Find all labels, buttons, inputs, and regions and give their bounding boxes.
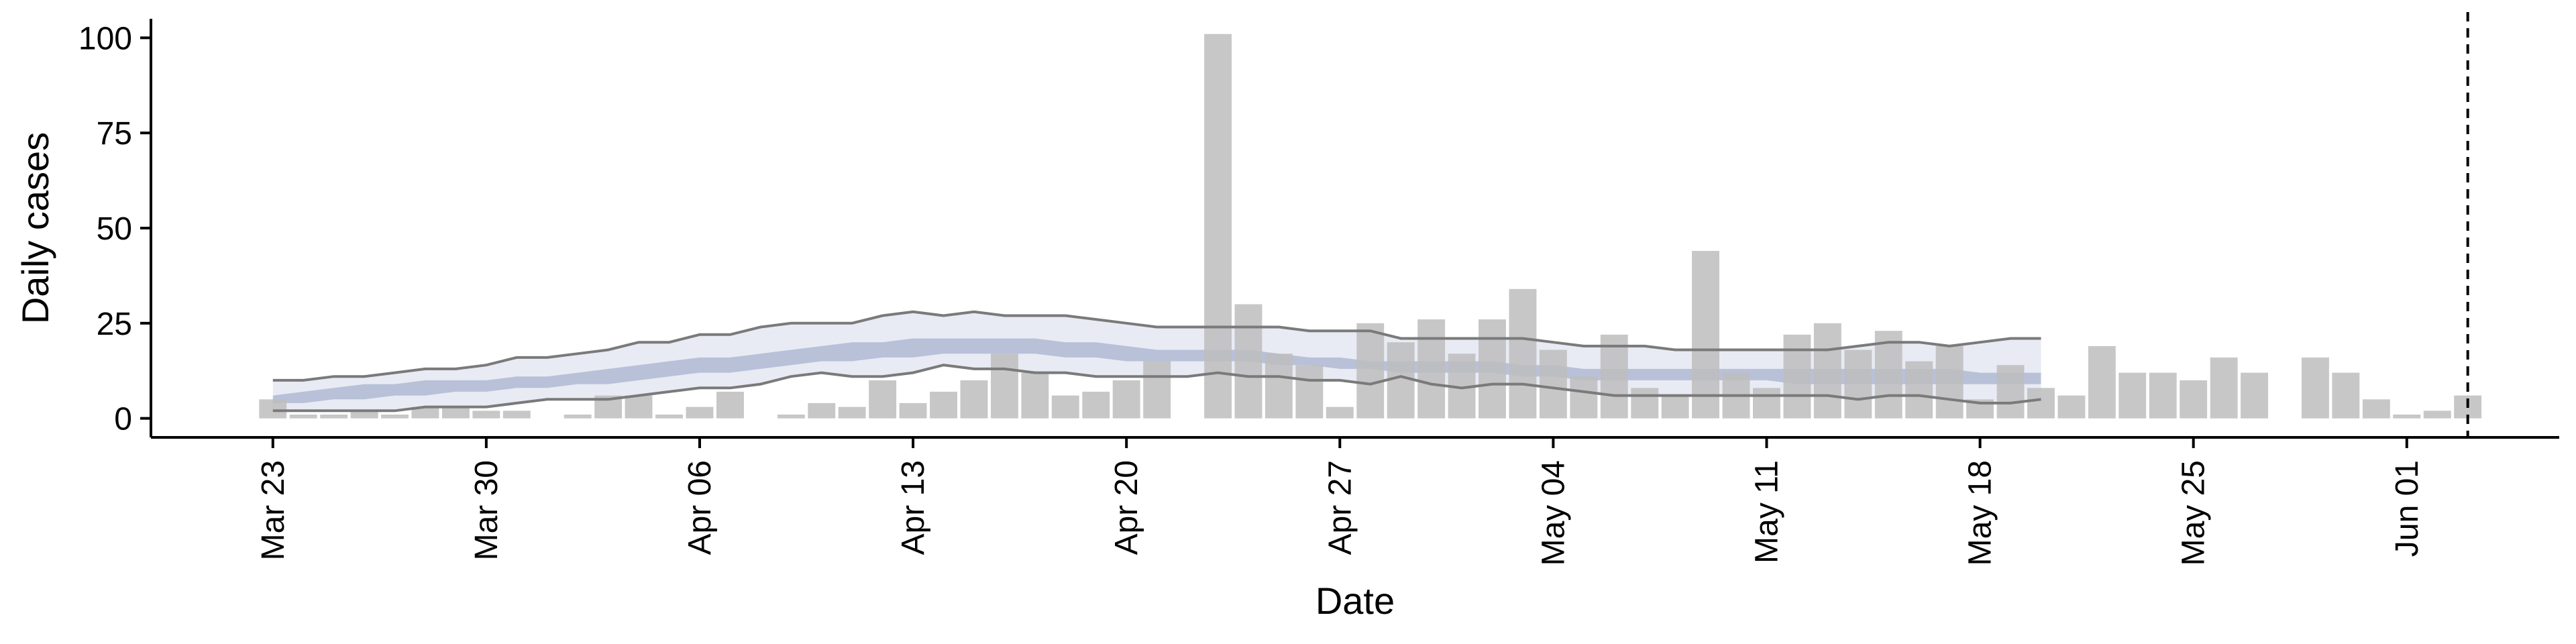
y-tick-label: 75 — [97, 116, 132, 152]
case-bar — [991, 354, 1018, 419]
case-bar — [1813, 323, 1841, 419]
case-bar — [1509, 288, 1537, 419]
case-bar — [2362, 399, 2390, 419]
y-tick-label: 25 — [97, 307, 132, 342]
estimate-band-inner — [272, 338, 2041, 403]
y-tick-label: 100 — [78, 21, 132, 56]
x-tick-label: Apr 27 — [1322, 460, 1358, 555]
case-bar — [2027, 388, 2055, 419]
case-bar — [960, 380, 988, 419]
case-bar — [381, 415, 409, 419]
case-bar — [2057, 395, 2086, 419]
case-bar — [1844, 350, 1872, 419]
x-tick-label: May 18 — [1963, 460, 1998, 566]
x-tick-label: Apr 06 — [682, 460, 718, 555]
x-tick-label: Mar 30 — [469, 460, 504, 560]
x-tick-label: Apr 20 — [1109, 460, 1144, 555]
case-bar — [1661, 395, 1689, 419]
case-bar — [289, 415, 317, 419]
case-bar — [259, 399, 287, 419]
y-tick-label: 50 — [97, 211, 132, 247]
case-bar — [655, 415, 683, 419]
case-bar — [2088, 345, 2116, 419]
case-bar — [1874, 331, 1902, 419]
case-bar — [472, 411, 500, 419]
x-tick-label: May 04 — [1536, 460, 1571, 566]
x-axis-ticks: Mar 23 Mar 30 Apr 06 Apr 13 Apr 20 Apr 27 May … — [256, 437, 2425, 566]
case-bar — [899, 402, 927, 419]
case-bar — [1996, 365, 2025, 419]
case-bar — [320, 415, 348, 419]
case-bar — [2180, 380, 2208, 419]
case-bar — [1692, 251, 1719, 419]
y-tick-label: 0 — [114, 402, 132, 437]
case-bar — [716, 391, 744, 419]
case-bar — [442, 407, 470, 419]
x-tick-label: Mar 23 — [256, 460, 291, 560]
x-tick-label: Jun 01 — [2390, 460, 2425, 557]
case-bar — [1539, 350, 1567, 419]
case-bar — [350, 411, 378, 419]
case-bar — [2423, 411, 2451, 419]
case-bar — [1753, 388, 1780, 419]
x-tick-label: May 25 — [2176, 460, 2212, 566]
case-bar — [1570, 376, 1598, 419]
x-tick-label: Apr 13 — [896, 460, 931, 555]
case-bar — [1417, 319, 1446, 419]
case-bar — [869, 380, 897, 419]
case-bar — [1479, 319, 1506, 419]
case-bar — [1112, 380, 1140, 419]
case-bar — [1143, 361, 1171, 419]
case-bar — [2393, 415, 2421, 419]
case-bar — [686, 407, 714, 419]
y-axis-title: Daily cases — [14, 132, 56, 324]
case-bar — [1935, 345, 1964, 419]
case-bar — [1326, 407, 1354, 419]
case-bar — [564, 415, 592, 419]
case-bar — [502, 411, 531, 419]
case-bar — [808, 402, 836, 419]
case-bar — [1234, 304, 1263, 419]
case-bar — [1387, 342, 1415, 419]
y-axis-ticks: 0 25 50 75 100 — [78, 21, 151, 437]
case-bar — [1783, 334, 1811, 419]
case-bar — [1204, 34, 1232, 419]
case-bar — [838, 407, 866, 419]
case-bar — [1082, 391, 1110, 419]
x-tick-label: May 11 — [1749, 460, 1784, 564]
case-bar — [411, 407, 439, 419]
case-bar — [1631, 388, 1659, 419]
case-bar — [625, 395, 653, 419]
case-bar — [2302, 357, 2329, 419]
case-bar — [2332, 372, 2360, 419]
case-bar — [1295, 365, 1324, 419]
case-bar — [2210, 357, 2238, 419]
case-bar — [1905, 361, 1933, 419]
daily-case-bars — [259, 34, 2482, 419]
case-bar — [930, 391, 957, 419]
case-bar — [1265, 354, 1293, 419]
estimate-lower-line — [272, 364, 2041, 413]
case-bar — [2118, 372, 2147, 419]
estimate-bound-lines — [272, 310, 2041, 413]
case-bar — [2149, 372, 2177, 419]
case-bar — [1051, 395, 1079, 419]
case-bar — [1356, 323, 1385, 419]
case-bar — [1600, 334, 1628, 419]
case-bar — [1021, 372, 1049, 419]
case-bar — [2241, 372, 2268, 419]
x-axis-title: Date — [1316, 580, 1395, 622]
case-bar — [777, 415, 805, 419]
estimate-upper-line — [272, 310, 2041, 382]
